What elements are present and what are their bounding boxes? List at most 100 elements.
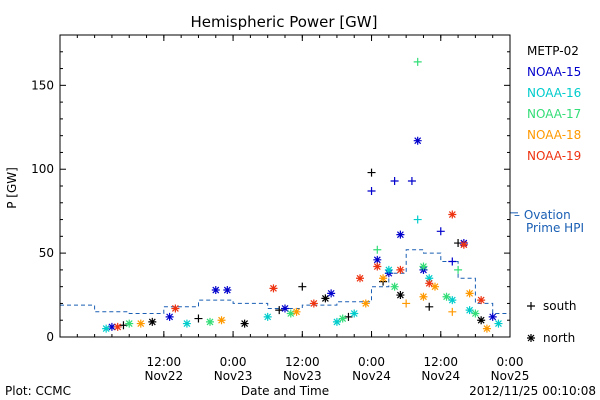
- data-point-north: [125, 319, 134, 328]
- data-point-north: [396, 230, 405, 239]
- data-point-north: [384, 265, 393, 274]
- x-tick-label-time: 12:00: [147, 355, 182, 369]
- legend-entry: NOAA-16: [527, 86, 581, 100]
- data-point-north: [148, 317, 157, 326]
- data-point-south: [367, 168, 376, 177]
- chart-title: Hemispheric Power [GW]: [191, 13, 378, 31]
- data-point-south: [448, 257, 457, 266]
- plot-frame: [59, 34, 511, 338]
- data-point-north: [488, 312, 497, 321]
- data-point-north: [223, 286, 232, 295]
- data-point-south: [413, 57, 422, 66]
- data-point-north: [327, 289, 336, 298]
- data-point-north: [413, 136, 422, 145]
- data-point-north: [419, 262, 428, 271]
- data-point-south: [298, 282, 307, 291]
- data-point-north: [332, 317, 341, 326]
- ovation-trace: [60, 249, 511, 317]
- north-marker-symbol: [527, 334, 535, 342]
- x-tick-label-time: 12:00: [423, 355, 458, 369]
- data-point-north: [263, 312, 272, 321]
- ovation-hpi-series: [60, 212, 518, 317]
- data-point-south: [373, 245, 382, 254]
- south-marker-symbol: [527, 302, 535, 310]
- data-point-north: [465, 306, 474, 315]
- data-point-north: [465, 289, 474, 298]
- data-point-north: [240, 319, 249, 328]
- x-tick-label-time: 0:00: [358, 355, 385, 369]
- data-point-south: [367, 187, 376, 196]
- legend-entry: NOAA-18: [527, 128, 581, 142]
- data-point-north: [425, 274, 434, 283]
- legend-entry: NOAA-15: [527, 65, 581, 79]
- data-point-south: [413, 215, 422, 224]
- plot-timestamp: 2012/11/25 00:10:08: [469, 384, 596, 398]
- x-tick-label-time: 0:00: [497, 355, 524, 369]
- x-axis: 12:00Nov220:00Nov2312:00Nov230:00Nov2412…: [76, 35, 530, 383]
- ovation-label-line1: – Ovation: [514, 208, 571, 222]
- data-point-north: [477, 316, 486, 325]
- data-point-north: [309, 299, 318, 308]
- data-point-north: [459, 240, 468, 249]
- data-point-north: [286, 309, 295, 318]
- data-point-north: [211, 286, 220, 295]
- x-tick-label-date: Nov24: [421, 369, 460, 383]
- legend: METP-02 NOAA-15 NOAA-16 NOAA-17 NOAA-18 NOAA-…: [527, 44, 581, 163]
- data-point-north: [269, 284, 278, 293]
- data-point-north: [396, 265, 405, 274]
- data-point-north: [482, 324, 491, 333]
- x-tick-label-time: 0:00: [220, 355, 247, 369]
- plot-source: Plot: CCMC: [5, 384, 71, 398]
- x-tick-label-date: Nov25: [491, 369, 530, 383]
- x-tick-label-date: Nov22: [144, 369, 183, 383]
- data-point-north: [471, 309, 480, 318]
- legend-entry: METP-02: [527, 44, 579, 58]
- y-axis-label: P [GW]: [5, 167, 19, 209]
- data-point-north: [350, 309, 359, 318]
- data-point-south: [436, 227, 445, 236]
- data-points: [102, 57, 503, 333]
- marker-legend: south north: [527, 299, 577, 345]
- data-point-north: [113, 322, 122, 331]
- data-point-north: [171, 304, 180, 313]
- data-point-south: [454, 265, 463, 274]
- y-tick-label: 100: [31, 162, 54, 176]
- marker-legend-label: north: [543, 331, 575, 345]
- legend-entry: NOAA-19: [527, 149, 581, 163]
- data-point-north: [356, 274, 364, 283]
- data-point-north: [206, 317, 214, 326]
- data-point-south: [194, 314, 203, 323]
- y-tick-label: 0: [46, 330, 54, 344]
- y-tick-label: 150: [31, 78, 54, 92]
- data-point-south: [425, 302, 434, 311]
- data-point-north: [361, 299, 370, 308]
- data-point-south: [407, 176, 416, 185]
- x-tick-label-date: Nov23: [283, 369, 322, 383]
- data-point-south: [344, 312, 353, 321]
- data-point-north: [338, 314, 347, 323]
- data-point-north: [425, 279, 434, 288]
- data-point-north: [107, 322, 116, 331]
- data-point-north: [165, 312, 174, 321]
- data-point-south: [390, 176, 399, 185]
- data-point-north: [396, 291, 405, 300]
- data-point-north: [182, 319, 191, 328]
- data-point-south: [448, 307, 457, 316]
- data-point-north: [373, 255, 382, 264]
- data-point-north: [431, 282, 439, 291]
- ovation-label-line2: Prime HPI: [526, 221, 584, 235]
- data-point-north: [292, 307, 301, 316]
- data-point-north: [379, 274, 388, 283]
- data-point-north: [494, 319, 503, 328]
- data-point-north: [448, 296, 457, 305]
- data-point-north: [217, 316, 226, 325]
- x-tick-label-date: Nov24: [352, 369, 391, 383]
- data-point-north: [390, 282, 399, 291]
- data-point-north: [448, 210, 457, 219]
- data-point-north: [281, 304, 289, 313]
- data-point-north: [373, 262, 382, 271]
- data-point-north: [477, 296, 486, 305]
- data-point-north: [442, 292, 451, 301]
- legend-entry: NOAA-17: [527, 107, 581, 121]
